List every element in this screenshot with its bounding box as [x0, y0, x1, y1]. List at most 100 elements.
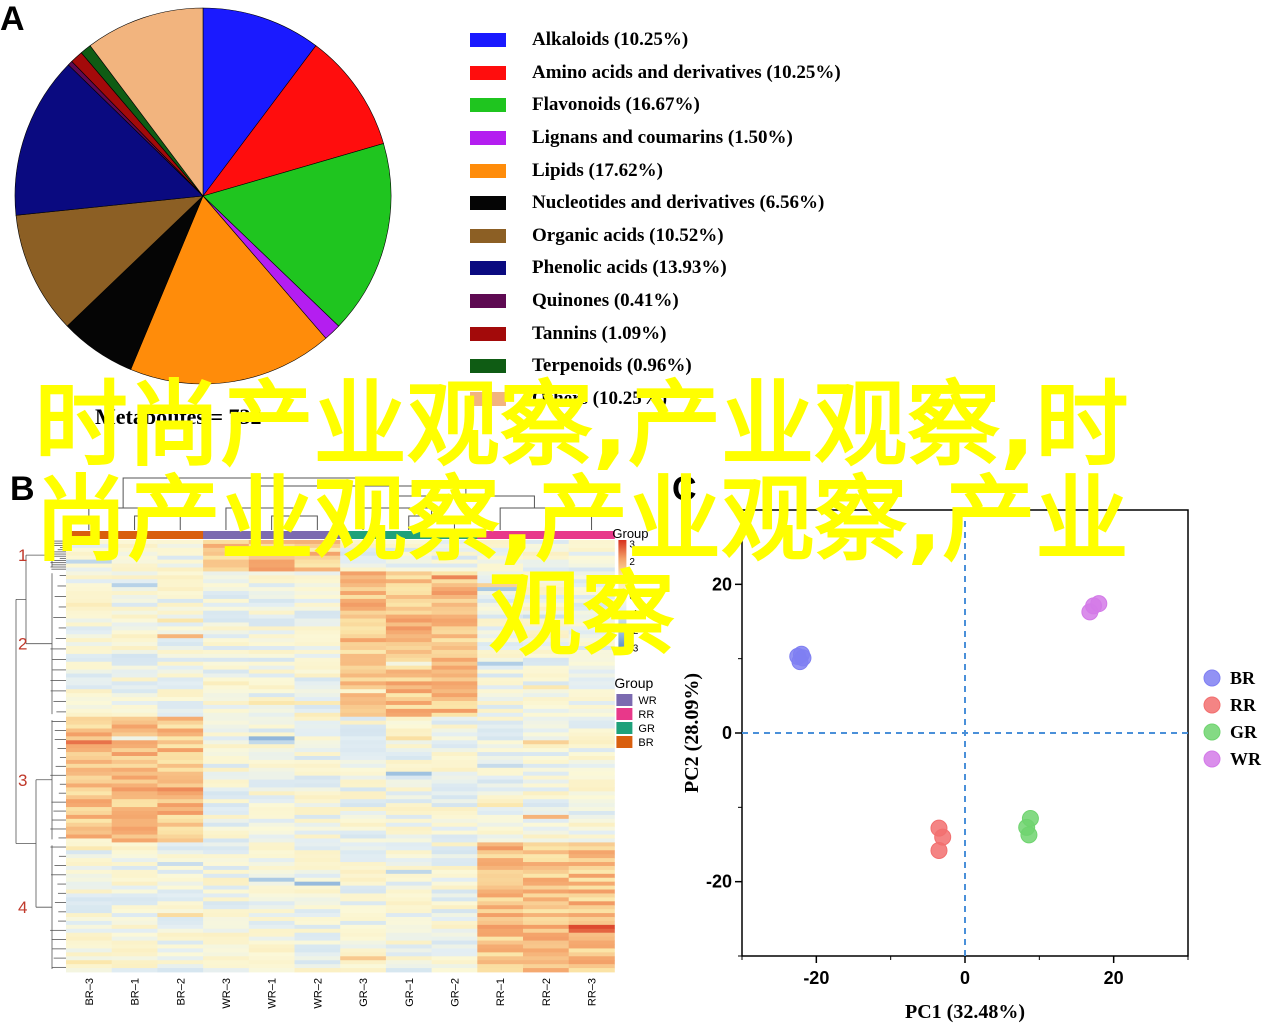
heatmap-cell — [111, 712, 158, 718]
heatmap-cell — [66, 834, 113, 839]
heatmap-cell — [568, 858, 615, 863]
heatmap-cell — [477, 732, 524, 737]
heatmap-cell — [203, 893, 250, 898]
heatmap-cell — [294, 732, 341, 737]
pie-legend-item: Quinones (0.41%) — [470, 285, 841, 318]
heatmap-cell — [157, 697, 204, 702]
heatmap-group-bar — [294, 531, 341, 539]
heatmap-cell — [248, 579, 295, 584]
heatmap-cell — [385, 551, 432, 557]
heatmap-cell — [477, 614, 524, 619]
heatmap-cell — [157, 775, 204, 780]
heatmap-cell — [340, 834, 387, 839]
heatmap-cell — [385, 716, 432, 722]
heatmap-cell — [294, 767, 341, 773]
heatmap-cell — [157, 649, 204, 655]
heatmap-cell — [385, 783, 432, 788]
heatmap-cell — [340, 924, 387, 930]
heatmap-cell — [385, 948, 432, 953]
heatmap-cell — [157, 865, 204, 871]
heatmap-cell — [431, 948, 478, 953]
scatter-point-gr — [1020, 826, 1038, 844]
heatmap-cell — [203, 583, 250, 588]
heatmap-cell — [431, 579, 478, 584]
heatmap-cell — [111, 940, 158, 945]
heatmap-group-bar — [66, 531, 113, 539]
heatmap-cell — [568, 909, 615, 914]
heatmap-cell — [568, 724, 615, 729]
heatmap-cell — [111, 563, 158, 568]
heatmap-cell — [248, 685, 295, 690]
heatmap-cell — [523, 865, 570, 871]
heatmap-cell — [157, 917, 204, 922]
heatmap-cell — [523, 756, 570, 761]
heatmap-cell — [294, 889, 341, 894]
heatmap-cell — [568, 818, 615, 824]
heatmap-cell — [385, 850, 432, 855]
pie-legend-item: Tannins (1.09%) — [470, 317, 841, 350]
heatmap-cell — [477, 602, 524, 608]
heatmap-cell — [340, 661, 387, 667]
heatmap-cell — [523, 759, 570, 765]
heatmap-cell — [431, 924, 478, 930]
heatmap-cell — [248, 669, 295, 674]
heatmap-cell — [66, 795, 113, 800]
heatmap-cell — [294, 563, 341, 568]
heatmap-cell — [66, 685, 113, 690]
heatmap-cell — [568, 606, 615, 612]
heatmap-cell — [431, 618, 478, 623]
heatmap-cell — [203, 814, 250, 820]
heatmap-cell — [66, 752, 113, 757]
heatmap-cell — [203, 858, 250, 863]
heatmap-cell — [203, 838, 250, 843]
heatmap-cell — [248, 642, 295, 647]
heatmap-cell — [294, 905, 341, 910]
heatmap-cell — [157, 799, 204, 804]
heatmap-cell — [431, 795, 478, 800]
heatmap-cell — [340, 818, 387, 824]
heatmap-cell — [248, 901, 295, 906]
pie-legend-swatch — [470, 359, 506, 374]
heatmap-cell — [477, 873, 524, 879]
heatmap-cell — [431, 697, 478, 702]
heatmap-cell — [294, 838, 341, 843]
heatmap-cell — [203, 649, 250, 655]
heatmap-cell — [385, 787, 432, 792]
heatmap-cell — [157, 803, 204, 808]
heatmap-cell — [340, 720, 387, 725]
heatmap-cell — [248, 716, 295, 722]
heatmap-cell — [523, 771, 570, 777]
heatmap-cell — [340, 838, 387, 843]
heatmap-cell — [340, 858, 387, 863]
heatmap-cell — [66, 547, 113, 553]
heatmap-cell — [294, 634, 341, 639]
heatmap-cell — [294, 575, 341, 580]
heatmap-cell — [385, 579, 432, 584]
heatmap-cell — [248, 956, 295, 961]
heatmap-cell — [66, 862, 113, 867]
heatmap-cell — [248, 814, 295, 820]
heatmap-cell — [248, 622, 295, 627]
heatmap-cell — [66, 543, 113, 549]
x-axis-label: PC1 (32.48%) — [905, 1001, 1025, 1023]
heatmap-cell — [157, 928, 204, 934]
heatmap-cell — [111, 630, 158, 635]
heatmap-cell — [203, 575, 250, 580]
pie-chart — [14, 7, 392, 385]
heatmap-cell — [431, 865, 478, 871]
heatmap-cell — [111, 799, 158, 804]
heatmap-cell — [431, 834, 478, 839]
heatmap-cell — [111, 834, 158, 839]
heatmap-cell — [248, 905, 295, 910]
pie-legend-label: Terpenoids (0.96%) — [532, 355, 692, 377]
heatmap-cell — [477, 783, 524, 788]
heatmap-cell — [248, 771, 295, 777]
heatmap-cell — [203, 799, 250, 804]
heatmap-cell — [248, 744, 295, 749]
heatmap-cell — [523, 964, 570, 969]
heatmap-cell — [294, 842, 341, 847]
heatmap-cell — [523, 928, 570, 934]
heatmap-cell — [477, 693, 524, 698]
heatmap-cell — [477, 720, 524, 725]
heatmap-cell — [157, 547, 204, 553]
